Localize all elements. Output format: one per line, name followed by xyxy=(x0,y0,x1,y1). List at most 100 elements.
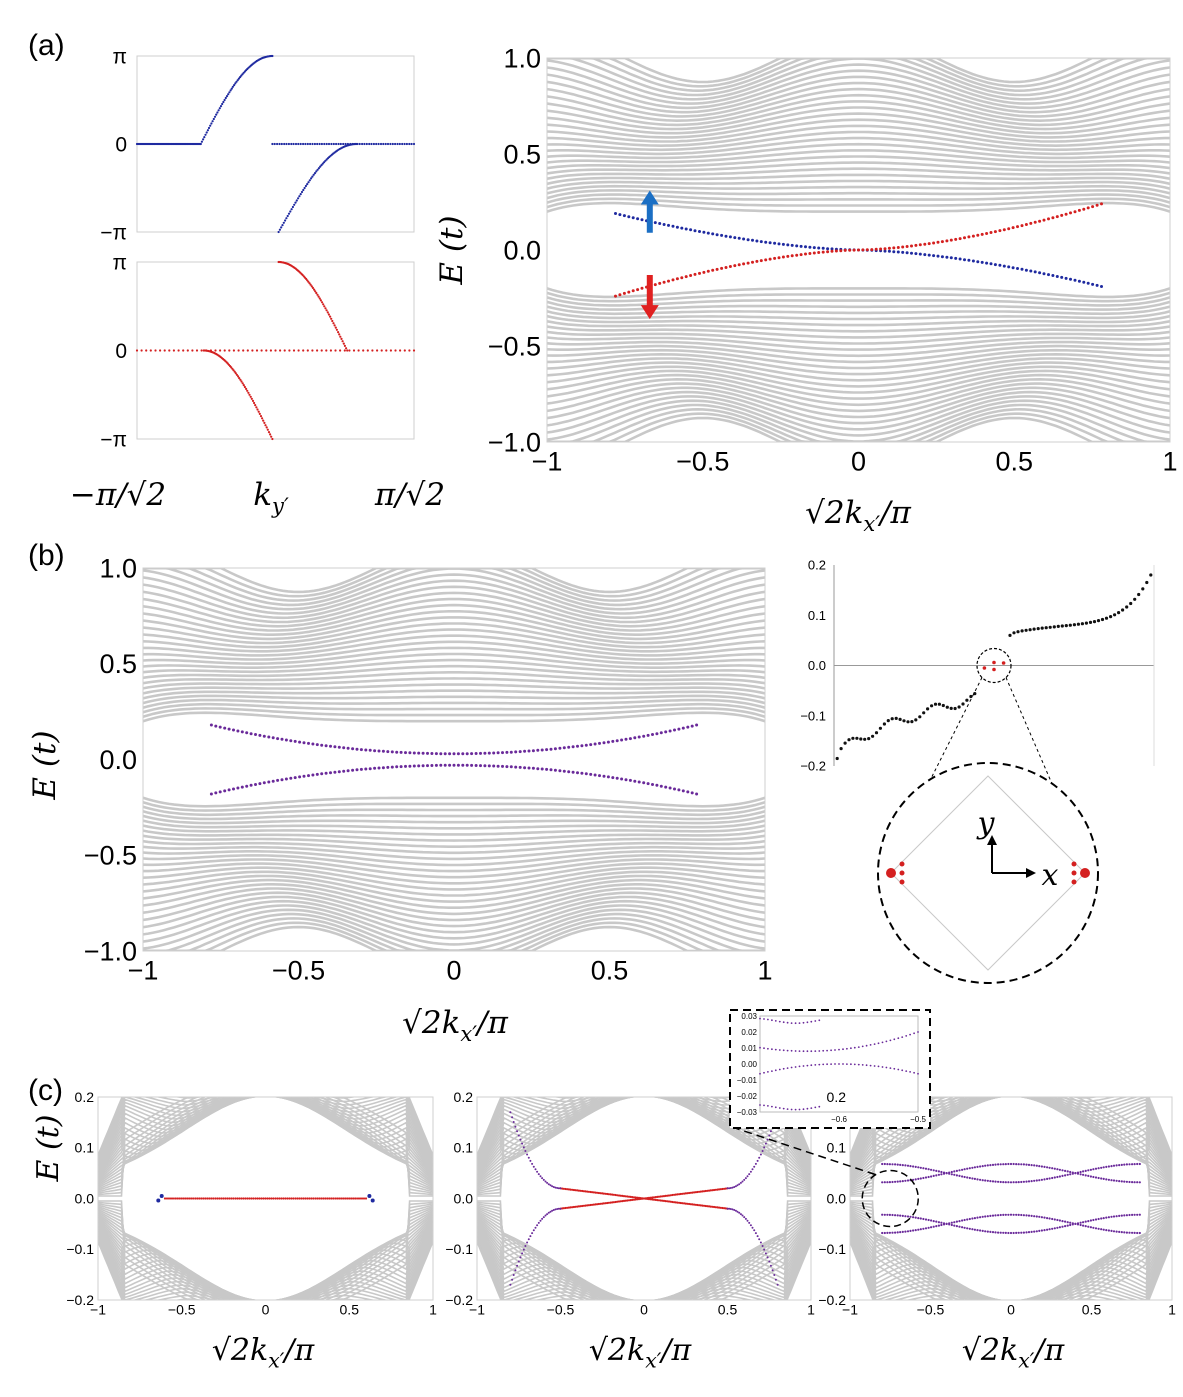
c2-edge-red-point xyxy=(619,1194,622,1197)
c2-edge-purple-point xyxy=(738,1211,741,1214)
a-bottom-wilson-band-point xyxy=(321,301,324,304)
c3-edge-purple-point xyxy=(1038,1229,1041,1232)
c3-edge-purple-point xyxy=(953,1224,956,1227)
a-spectrum-bulk-band xyxy=(547,161,1170,175)
a-edge-blue-point xyxy=(751,238,754,242)
c2-band xyxy=(477,1208,811,1300)
b-eig-black-point xyxy=(1149,573,1153,577)
c2-ytick: 0.2 xyxy=(454,1089,474,1105)
b-spectrum-frame xyxy=(142,567,766,952)
c3-edge-purple-point xyxy=(1002,1181,1005,1184)
c2-edge-red-point xyxy=(708,1205,711,1208)
c3-edge-purple-point xyxy=(924,1227,928,1230)
c3-inset-bands-point xyxy=(869,1044,872,1046)
a-edge-blue-point xyxy=(1020,267,1024,271)
a-edge-red-point xyxy=(1038,219,1042,223)
b-edge-purple-point xyxy=(364,767,368,771)
c3-band xyxy=(850,1225,1172,1300)
a-edge-red-point xyxy=(1007,227,1011,231)
c3-edge-purple-point xyxy=(1025,1214,1028,1217)
c3-inset-bands-point xyxy=(873,1043,876,1045)
c3-edge-purple-point xyxy=(1022,1180,1025,1183)
c3-edge-purple-point xyxy=(950,1223,953,1227)
b-spectrum-ylabel-text: E (t) xyxy=(27,730,63,800)
c3-edge-purple-point xyxy=(1112,1164,1116,1167)
a-edge-blue-point xyxy=(724,234,728,238)
a-edge-red-point xyxy=(1069,211,1072,215)
c3-inset-bands-point xyxy=(846,1063,848,1065)
a-edge-red-point xyxy=(675,277,679,281)
a-bottom-wilson-band-point xyxy=(235,373,238,376)
c1-edge-red-point xyxy=(318,1197,321,1200)
c3-edge-purple-point xyxy=(1025,1163,1028,1166)
b-spectrum-bulk-band xyxy=(143,887,765,922)
b-edge-purple-point xyxy=(681,789,685,793)
a-bottom-wilson-band-point xyxy=(288,349,291,352)
b-eig-ytick: −0.1 xyxy=(800,708,826,723)
c1-edge-red-point xyxy=(206,1197,209,1200)
c2-edge-red-point xyxy=(673,1193,676,1196)
c2-edge-red-point xyxy=(569,1206,572,1209)
a-bottom-wilson-band-point xyxy=(261,417,264,420)
b-edge-purple-point xyxy=(545,767,549,771)
b-edge-purple-point xyxy=(664,785,668,789)
b-edge-purple-point xyxy=(593,742,597,746)
c2-edge-purple-point xyxy=(542,1216,545,1219)
a-edge-blue-point xyxy=(777,242,781,246)
c3-band xyxy=(850,1230,1172,1300)
c3-inset-bands-point xyxy=(771,1070,773,1072)
a-bottom-wilson-band-point xyxy=(240,380,243,383)
c3-edge-purple-point xyxy=(1051,1217,1054,1221)
c1-edge-red-point xyxy=(270,1197,273,1200)
a-edge-blue-point xyxy=(985,261,989,265)
c2-edge-red-point xyxy=(567,1206,571,1209)
c3-edge-purple-point xyxy=(1069,1170,1072,1174)
a-top-wilson-band-point xyxy=(284,219,287,222)
c3-edge-purple-point xyxy=(971,1166,974,1169)
c2-edge-red-point xyxy=(582,1204,586,1207)
c3-edge-purple-point xyxy=(1040,1229,1043,1232)
c3-inset-bands-point xyxy=(853,1063,856,1066)
a-bottom-wilson-band-point xyxy=(262,419,265,422)
c3-edge-purple-point xyxy=(1107,1229,1110,1232)
c3-edge-purple-point xyxy=(968,1217,971,1221)
c3-edge-purple-point xyxy=(930,1226,933,1229)
c2-edge-purple-point xyxy=(761,1150,764,1152)
c1-edge-red-point xyxy=(178,1197,181,1200)
a-top-wilson-band-point xyxy=(276,142,279,146)
a-bottom-wilson-band-point xyxy=(332,322,335,325)
c2-edge-purple-point xyxy=(514,1125,517,1128)
c2-edge-red-point xyxy=(693,1203,696,1206)
c3-edge-purple-point xyxy=(1082,1170,1085,1173)
c2-edge-red-point xyxy=(661,1195,664,1198)
a-top-wilson-band-point xyxy=(342,142,345,146)
c3-edge-purple-point xyxy=(973,1166,977,1169)
b-eig-black xyxy=(835,573,1153,761)
a-top-wilson-band-point xyxy=(237,77,240,80)
a-edge-blue-point xyxy=(812,246,816,250)
c3-edge-purple-point xyxy=(991,1180,995,1183)
a-edge-blue-point xyxy=(1055,275,1059,278)
c2-band xyxy=(477,1097,811,1173)
a-spectrum-frame xyxy=(546,57,1171,443)
c1-edge-blue-point xyxy=(156,1198,161,1203)
a-bottom-wilson-band-point xyxy=(232,349,235,352)
a-edge-blue-point xyxy=(728,235,732,239)
c2-edge-purple-point xyxy=(751,1168,754,1171)
c1-band xyxy=(98,1201,433,1300)
c2-edge-red-point xyxy=(607,1201,611,1204)
a-edge-blue-point xyxy=(1024,268,1028,272)
c3-inset-bands-point xyxy=(901,1036,904,1038)
b-edge-purple-point xyxy=(302,741,306,745)
c3-edge-purple-point xyxy=(981,1229,984,1232)
c3-edge-purple-point xyxy=(1012,1231,1015,1235)
c3-inset-bands-point xyxy=(905,1070,908,1072)
c3-inset-bands-point xyxy=(802,1108,805,1111)
a-top-wilson-band-point xyxy=(403,142,406,146)
a-edge-red-point xyxy=(631,289,635,293)
a-edge-blue-point xyxy=(795,244,799,248)
c2-edge-red-point xyxy=(651,1198,654,1201)
a-edge-blue-point xyxy=(689,228,693,232)
c3-edge-purple-point xyxy=(1066,1224,1069,1227)
c3-inset-bands-point xyxy=(909,1071,911,1073)
